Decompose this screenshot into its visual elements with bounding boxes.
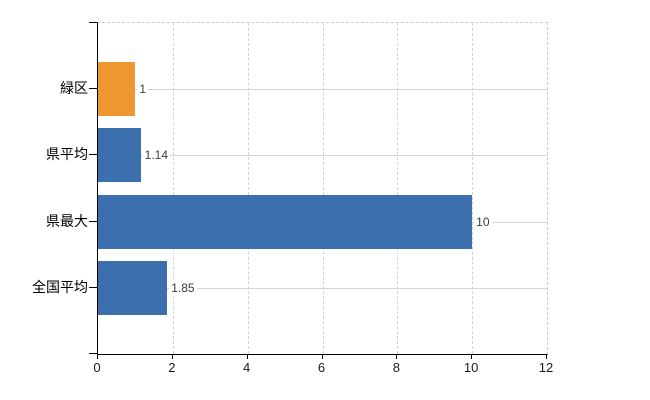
plot-area: 1 1.14 10 1.85	[97, 22, 548, 355]
x-axis-tick	[546, 354, 547, 359]
gridline-vertical	[172, 23, 174, 354]
x-tick-label: 6	[317, 360, 326, 375]
x-tick-label: 8	[392, 360, 400, 375]
gridline-horizontal	[98, 155, 547, 157]
x-axis-tick	[396, 354, 398, 359]
gridline-vertical	[397, 23, 399, 354]
gridline-vertical	[472, 23, 474, 354]
bar	[98, 128, 141, 183]
y-axis-tick	[89, 88, 97, 90]
bar-value-label: 1.85	[169, 280, 197, 295]
y-axis-tick	[89, 353, 97, 354]
gridline-horizontal	[98, 89, 547, 91]
x-tick-label: 10	[463, 360, 479, 375]
category-label: 県最大	[46, 212, 88, 229]
category-label: 県平均	[46, 146, 88, 163]
x-axis-tick	[471, 354, 473, 359]
x-tick-label: 12	[538, 360, 554, 375]
bar	[98, 260, 168, 315]
category-label: 全国平均	[32, 278, 88, 295]
x-axis-tick	[97, 354, 98, 359]
gridline-vertical	[322, 23, 324, 354]
x-tick-label: 0	[93, 360, 101, 375]
y-axis-tick	[89, 22, 97, 23]
x-axis-tick	[321, 354, 323, 359]
y-axis-tick	[89, 220, 97, 222]
y-axis-tick	[89, 154, 97, 156]
category-label: 緑区	[60, 80, 88, 97]
x-tick-label: 2	[168, 360, 176, 375]
bar-value-label: 1.14	[142, 148, 170, 163]
bar-value-label: 10	[474, 214, 492, 229]
gridline-vertical	[247, 23, 249, 354]
bar	[98, 194, 473, 249]
x-axis-tick	[171, 354, 173, 359]
gridline-horizontal	[98, 287, 547, 289]
bar	[98, 62, 136, 117]
bar-value-label: 1	[137, 82, 149, 97]
x-tick-label: 4	[243, 360, 251, 375]
y-axis-tick	[89, 286, 97, 288]
x-axis-tick	[246, 354, 248, 359]
